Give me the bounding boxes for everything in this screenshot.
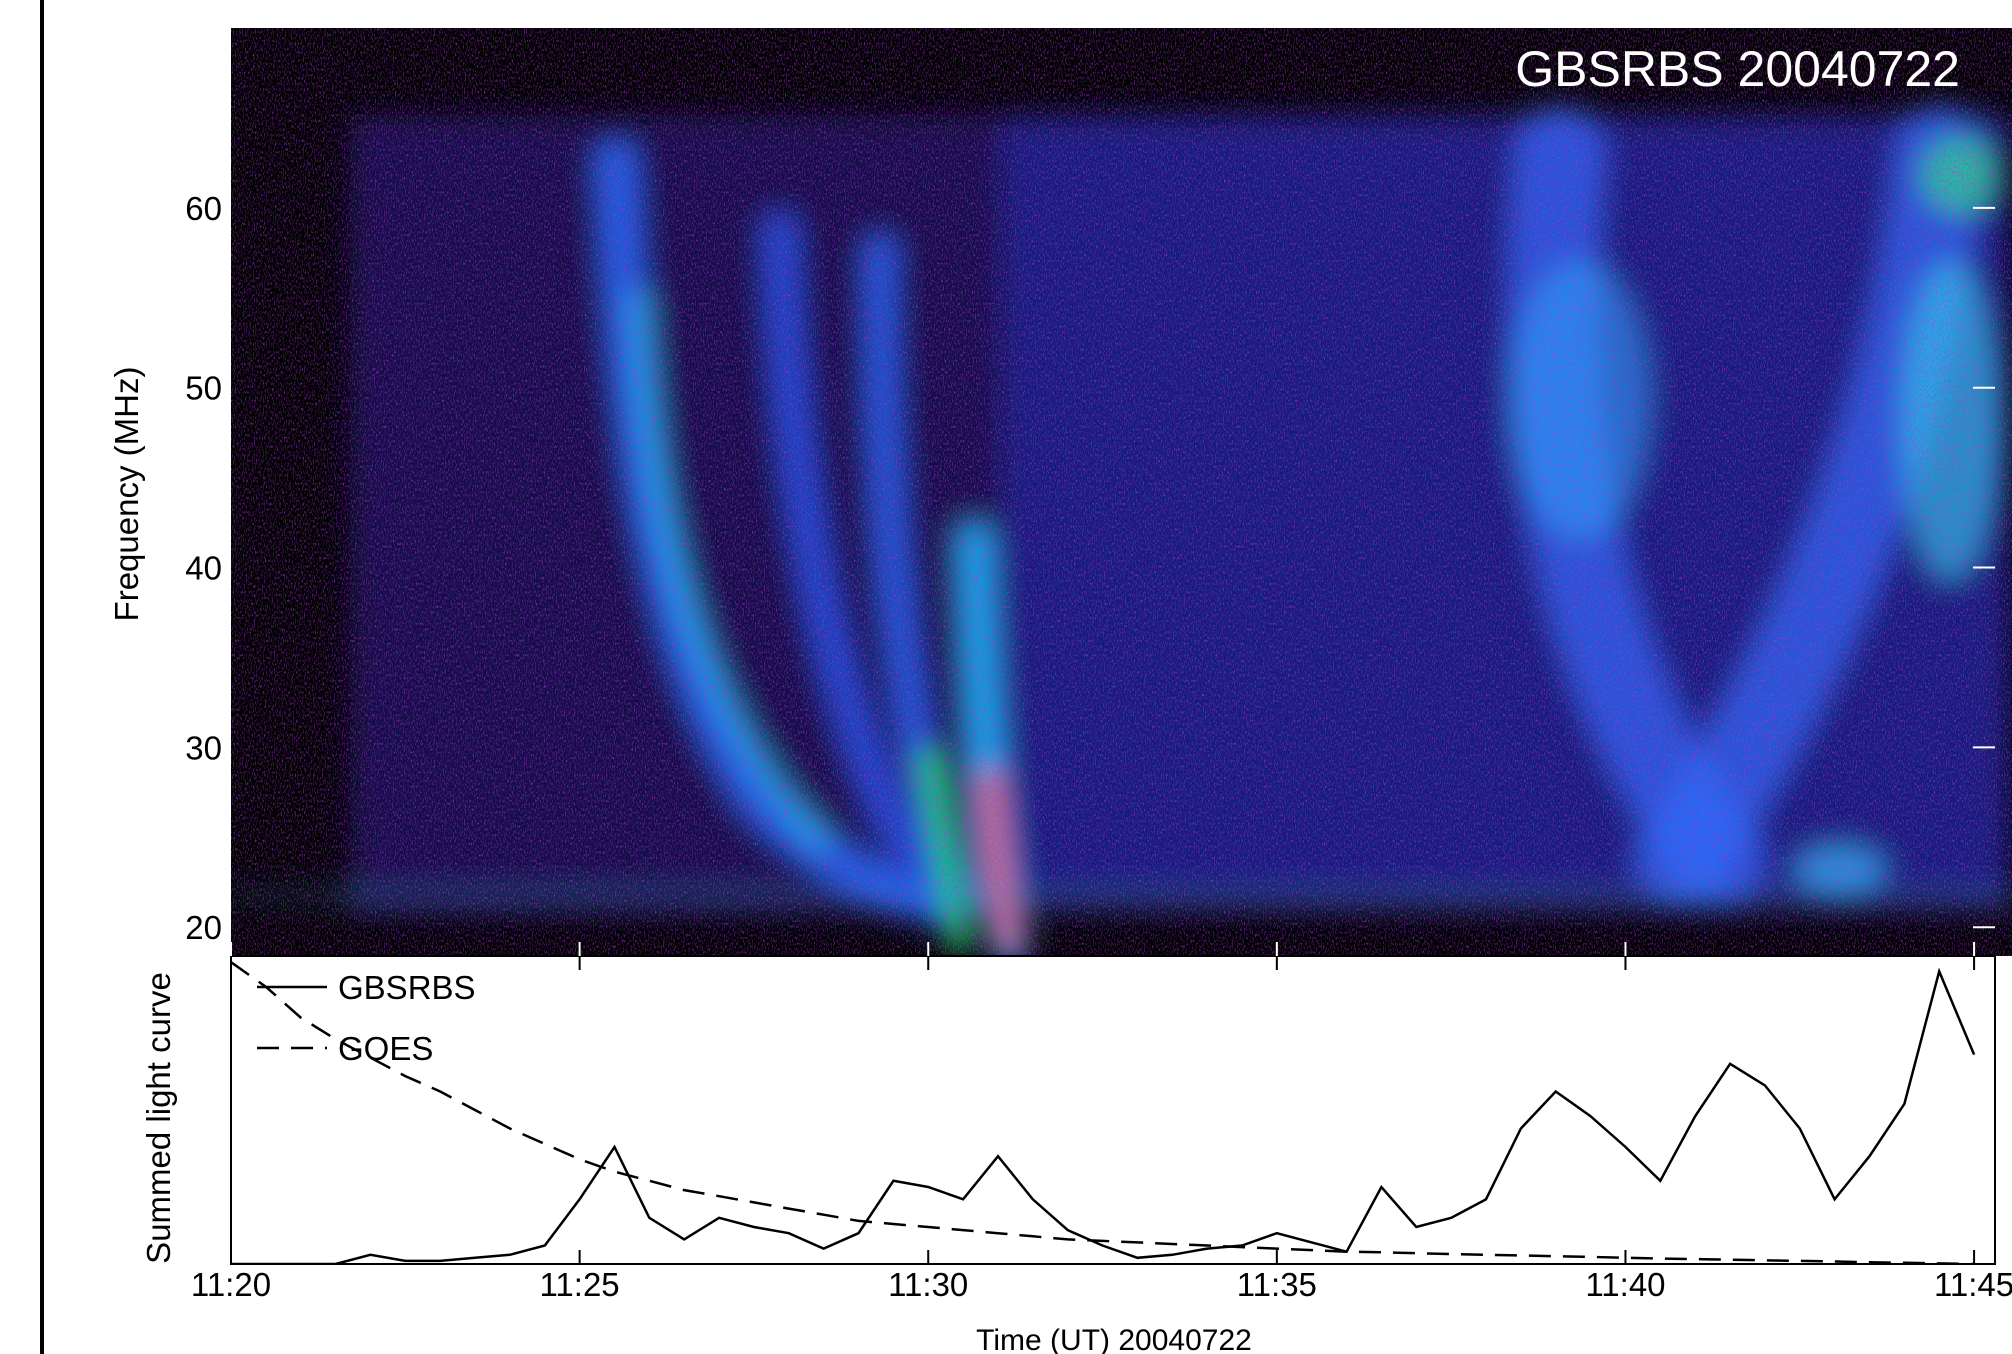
x-tick-label: 11:20 bbox=[191, 1266, 271, 1303]
x-tick-label: 11:25 bbox=[540, 1266, 620, 1303]
legend-label: GBSRBS bbox=[338, 969, 476, 1006]
lightcurve-frame bbox=[230, 955, 1996, 1265]
y-tick-label: 50 bbox=[185, 370, 222, 407]
plot-area bbox=[231, 961, 1976, 1264]
x-axis-label: Time (UT) 20040722 bbox=[976, 1324, 1252, 1354]
y-tick-label: 60 bbox=[185, 190, 222, 227]
x-tick-label: 11:35 bbox=[1237, 1266, 1317, 1303]
x-tick-label: 11:45 bbox=[1934, 1266, 2012, 1303]
y-axis-label: Summed light curve bbox=[140, 972, 177, 1264]
y-axis-label: Frequency (MHz) bbox=[108, 367, 145, 622]
spectrogram-image bbox=[231, 28, 2012, 956]
y-tick-label: 20 bbox=[185, 909, 222, 946]
y-tick-label: 40 bbox=[185, 550, 222, 587]
y-tick-label: 30 bbox=[185, 729, 222, 766]
series-line bbox=[231, 961, 1975, 1264]
spectrogram-noise bbox=[231, 28, 2012, 956]
legend-label: GOES bbox=[338, 1030, 433, 1067]
x-tick-label: 11:30 bbox=[888, 1266, 968, 1303]
series-line bbox=[231, 967, 1976, 1264]
x-tick-label: 11:40 bbox=[1585, 1266, 1665, 1303]
annotation: GBSRBS 20040722 bbox=[1515, 41, 1960, 97]
